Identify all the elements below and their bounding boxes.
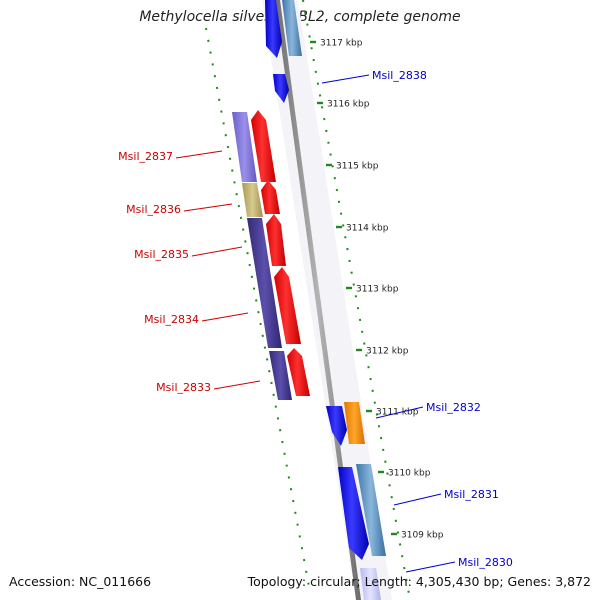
gene-arrow-msil-2836[interactable]: [261, 180, 280, 214]
tick-label: 3113 kbp: [356, 285, 399, 295]
tick-label: 3109 kbp: [401, 531, 444, 541]
accession-text: Accession: NC_011666: [9, 574, 152, 589]
gene-label-left[interactable]: Msil_2836: [126, 203, 181, 216]
gene-arrow-msil-2831[interactable]: [338, 467, 369, 560]
tick-label: 3112 kbp: [366, 347, 409, 357]
gene-label-left[interactable]: Msil_2837: [118, 150, 173, 163]
gene-label-left[interactable]: Msil_2833: [156, 381, 211, 394]
topology-summary: Topology: circular; Length: 4,305,430 bp…: [247, 574, 591, 589]
tick-label: 3114 kbp: [346, 224, 389, 234]
label-leader-line: [201, 312, 249, 322]
label-leader-line: [175, 150, 223, 159]
gene-label-left[interactable]: Msil_2834: [144, 313, 199, 326]
feature-band: [262, 0, 392, 600]
label-leader-line: [183, 203, 233, 212]
genome-backbone: [275, 0, 361, 600]
gene-arrow-msil-2833[interactable]: [287, 348, 310, 396]
gene-label-right[interactable]: Msil_2830: [458, 556, 513, 569]
gene-label-left[interactable]: Msil_2835: [134, 248, 189, 261]
label-leader-line: [321, 74, 370, 84]
tick-label: 3110 kbp: [388, 469, 431, 479]
gene-label-right[interactable]: Msil_2832: [426, 401, 481, 414]
gene-arrow[interactable]: [265, 0, 282, 58]
gene-bar-msil-2833[interactable]: [269, 351, 292, 400]
tick-label: 3116 kbp: [327, 100, 370, 110]
label-leader-line: [393, 493, 442, 506]
gene-labels: Msil_2837 Msil_2836 Msil_2835 Msil_2834 Msil…: [118, 69, 513, 573]
label-leader-line: [191, 246, 243, 257]
gene-bar-msil-2836[interactable]: [242, 183, 263, 217]
gene-bar-msil-2837[interactable]: [232, 112, 257, 182]
gene-label-right[interactable]: Msil_2831: [444, 488, 499, 501]
label-leader-line: [405, 561, 456, 573]
tick-label: 3115 kbp: [336, 162, 379, 172]
gene-arrow-msil-2834[interactable]: [274, 267, 301, 344]
label-leader-line: [375, 406, 424, 419]
gene-bar-msil-2832[interactable]: [344, 402, 365, 444]
gene-bar-msil-2830[interactable]: [360, 568, 381, 600]
gene-arrow-msil-2837[interactable]: [251, 110, 276, 182]
gene-arrow-msil-2835[interactable]: [266, 214, 286, 266]
gene-label-right[interactable]: Msil_2838: [372, 69, 427, 82]
gene-arrow-msil-2832[interactable]: [326, 406, 347, 446]
gene-bar-msil-2835[interactable]: [247, 218, 282, 348]
tick-label: 3117 kbp: [320, 39, 363, 49]
gene-arrow-msil-2838[interactable]: [273, 74, 289, 103]
label-leader-line: [213, 380, 261, 390]
gene-bar[interactable]: [282, 0, 302, 56]
gene-bar-msil-2831[interactable]: [356, 464, 386, 556]
